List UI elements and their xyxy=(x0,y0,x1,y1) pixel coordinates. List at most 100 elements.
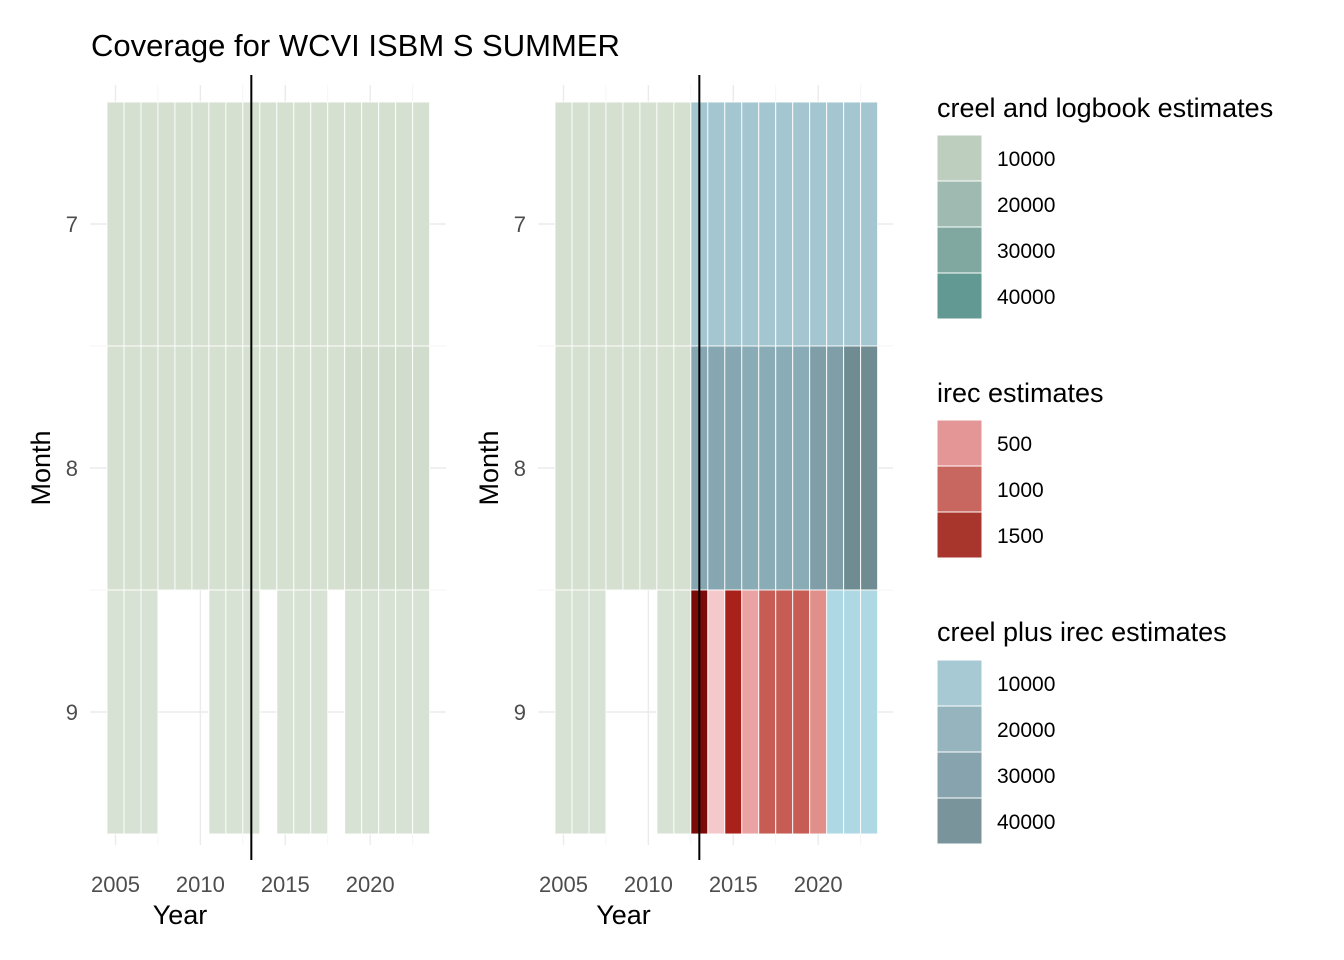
legend-key xyxy=(936,419,983,467)
heatmap-tile-2007-m7 xyxy=(588,101,607,347)
heatmap-tile-2017-m9 xyxy=(758,589,777,835)
legend-title: irec estimates xyxy=(937,378,1104,408)
heatmap-tile-2011-m8 xyxy=(656,345,675,591)
heatmap-tile-2017-m8 xyxy=(758,345,777,591)
legend-key xyxy=(936,511,983,559)
heatmap-tile-2016-m7 xyxy=(293,101,312,347)
panel-1-tiles xyxy=(106,101,431,835)
heatmap-tile-2012-m7 xyxy=(225,101,244,347)
legend-label: 1000 xyxy=(997,479,1044,502)
heatmap-tile-2019-m8 xyxy=(792,345,811,591)
heatmap-tile-2006-m8 xyxy=(123,345,142,591)
heatmap-tile-2015-m9 xyxy=(276,589,295,835)
heatmap-tile-2011-m8 xyxy=(208,345,227,591)
heatmap-tile-2012-m9 xyxy=(673,589,692,835)
heatmap-tile-2023-m8 xyxy=(412,345,431,591)
heatmap-tile-2007-m7 xyxy=(140,101,159,347)
heatmap-tile-2017-m7 xyxy=(310,101,329,347)
heatmap-tile-2022-m8 xyxy=(843,345,862,591)
legend-3: creel plus irec estimates 10000 20000 30000… xyxy=(936,617,1227,845)
heatmap-tile-2007-m9 xyxy=(140,589,159,835)
heatmap-tile-2012-m9 xyxy=(225,589,244,835)
y-axis-title: Month xyxy=(26,430,56,505)
heatmap-tile-2017-m9 xyxy=(310,589,329,835)
heatmap-tile-2017-m8 xyxy=(310,345,329,591)
heatmap-tile-2018-m8 xyxy=(327,345,346,591)
legend-key xyxy=(936,705,983,753)
x-tick-label: 2010 xyxy=(624,872,673,897)
heatmap-tile-2005-m9 xyxy=(106,589,125,835)
heatmap-tile-2011-m9 xyxy=(656,589,675,835)
legend-label: 10000 xyxy=(997,673,1055,696)
heatmap-tile-2020-m7 xyxy=(361,101,380,347)
heatmap-tile-2023-m9 xyxy=(860,589,879,835)
heatmap-tile-2018-m8 xyxy=(775,345,794,591)
heatmap-tile-2014-m7 xyxy=(707,101,726,347)
heatmap-tile-2006-m7 xyxy=(123,101,142,347)
legend-key xyxy=(936,465,983,513)
heatmap-tile-2019-m9 xyxy=(792,589,811,835)
legend-key xyxy=(936,180,983,228)
legend-title: creel plus irec estimates xyxy=(937,617,1227,647)
heatmap-tile-2008-m8 xyxy=(157,345,176,591)
heatmap-tile-2018-m7 xyxy=(327,101,346,347)
heatmap-tile-2022-m7 xyxy=(843,101,862,347)
legend-label: 1500 xyxy=(997,525,1044,548)
panel-2-tiles xyxy=(554,101,879,835)
x-tick-label: 2015 xyxy=(261,872,310,897)
heatmap-tile-2009-m8 xyxy=(174,345,193,591)
heatmap-panel-1: 2005 2010 2015 2020 7 8 9 Year Month xyxy=(26,75,446,930)
x-tick-label: 2020 xyxy=(346,872,395,897)
x-tick-label: 2020 xyxy=(794,872,843,897)
heatmap-tile-2020-m8 xyxy=(361,345,380,591)
heatmap-tile-2019-m7 xyxy=(792,101,811,347)
heatmap-tile-2011-m9 xyxy=(208,589,227,835)
legend-label: 20000 xyxy=(997,194,1055,217)
legend-label: 500 xyxy=(997,433,1032,456)
heatmap-tile-2021-m9 xyxy=(378,589,397,835)
heatmap-tile-2023-m7 xyxy=(412,101,431,347)
heatmap-tile-2014-m8 xyxy=(707,345,726,591)
y-tick-label: 7 xyxy=(514,212,526,237)
heatmap-tile-2007-m9 xyxy=(588,589,607,835)
chart-title: Coverage for WCVI ISBM S SUMMER xyxy=(91,28,620,63)
heatmap-tile-2014-m9 xyxy=(707,589,726,835)
heatmap-tile-2015-m7 xyxy=(724,101,743,347)
heatmap-tile-2008-m7 xyxy=(605,101,624,347)
heatmap-tile-2021-m7 xyxy=(378,101,397,347)
heatmap-tile-2006-m8 xyxy=(571,345,590,591)
heatmap-panels: 2005 2010 2015 2020 7 8 9 Year Month 2005 2010 2015… xyxy=(26,75,893,930)
heatmap-tile-2016-m8 xyxy=(741,345,760,591)
heatmap-tile-2017-m7 xyxy=(758,101,777,347)
heatmap-tile-2010-m7 xyxy=(191,101,210,347)
heatmap-tile-2014-m8 xyxy=(259,345,278,591)
heatmap-tile-2022-m9 xyxy=(843,589,862,835)
heatmap-tile-2020-m7 xyxy=(809,101,828,347)
heatmap-tile-2012-m7 xyxy=(673,101,692,347)
heatmap-tile-2007-m8 xyxy=(140,345,159,591)
heatmap-tile-2016-m9 xyxy=(741,589,760,835)
heatmap-tile-2007-m8 xyxy=(588,345,607,591)
heatmap-tile-2015-m9 xyxy=(724,589,743,835)
legend-key xyxy=(936,272,983,320)
legend-label: 10000 xyxy=(997,148,1055,171)
x-axis-title: Year xyxy=(596,900,651,930)
heatmap-tile-2020-m9 xyxy=(809,589,828,835)
heatmap-tile-2011-m7 xyxy=(208,101,227,347)
heatmap-tile-2005-m9 xyxy=(554,589,573,835)
heatmap-tile-2005-m7 xyxy=(554,101,573,347)
heatmap-tile-2006-m9 xyxy=(571,589,590,835)
heatmap-tile-2015-m8 xyxy=(276,345,295,591)
heatmap-tile-2023-m7 xyxy=(860,101,879,347)
heatmap-tile-2016-m8 xyxy=(293,345,312,591)
heatmap-tile-2018-m9 xyxy=(775,589,794,835)
x-tick-label: 2010 xyxy=(176,872,225,897)
y-tick-label: 8 xyxy=(66,456,78,481)
legend-key xyxy=(936,797,983,845)
heatmap-tile-2019-m7 xyxy=(344,101,363,347)
heatmap-tile-2010-m8 xyxy=(191,345,210,591)
heatmap-tile-2006-m9 xyxy=(123,589,142,835)
heatmap-tile-2021-m8 xyxy=(378,345,397,591)
heatmap-tile-2009-m7 xyxy=(622,101,641,347)
